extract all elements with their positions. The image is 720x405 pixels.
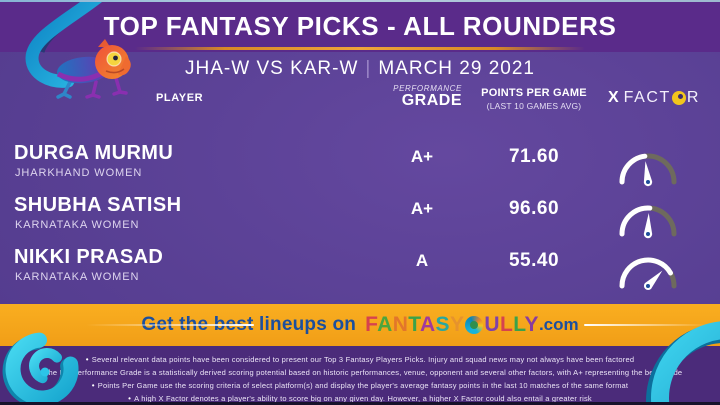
bottom-edge-strip xyxy=(0,402,720,405)
xfactor-gauge-icon xyxy=(613,246,683,292)
table-header: PLAYER PERFORMANCE GRADE POINTS PER GAME… xyxy=(0,84,720,118)
title-banner: TOP FANTASY PICKS - ALL ROUNDERS xyxy=(0,0,720,52)
brand-letter: Y xyxy=(449,313,465,336)
points-per-game-value: 55.40 xyxy=(508,250,560,271)
xfactor-x-label: X xyxy=(607,89,619,106)
bullet-icon: • xyxy=(91,381,95,390)
brand-letter: F xyxy=(365,313,378,336)
xfactor-r-label: R xyxy=(686,89,701,106)
brand-letter: T xyxy=(408,313,420,336)
top-edge-strip xyxy=(0,0,720,2)
points-per-game-value: 96.60 xyxy=(508,198,560,219)
points-per-game-value: 71.60 xyxy=(508,146,560,167)
fantasy-wordmark: FANTASY xyxy=(365,313,464,337)
xfactor-o-icon xyxy=(671,91,686,105)
footnote-text: Several relevant data points have been c… xyxy=(91,355,635,364)
player-team: KARNATAKA WOMEN xyxy=(15,271,140,283)
brand-letter: L xyxy=(499,313,514,336)
player-team: KARNATAKA WOMEN xyxy=(15,219,140,231)
player-name: DURGA MURMU xyxy=(14,142,174,164)
footnote: • A high X Factor denotes a player's abil… xyxy=(0,392,720,405)
brand-letter: U xyxy=(484,313,500,336)
footnote-text: A high X Factor denotes a player's abili… xyxy=(134,394,592,403)
bully-chameleon-icon xyxy=(465,316,484,334)
performance-grade-value: A xyxy=(415,251,429,270)
player-name: NIKKI PRASAD xyxy=(14,246,164,268)
player-team: JHARKHAND WOMEN xyxy=(15,167,143,179)
player-row: SHUBHA SATISH KARNATAKA WOMEN A+ 96.60 xyxy=(0,192,720,244)
promo-domain-suffix: .com xyxy=(538,315,579,334)
subtitle-separator: | xyxy=(365,58,372,79)
footnote: • The FG Performance Grade is a statistic… xyxy=(0,366,720,379)
footnote-text: Points Per Game use the scoring criteria… xyxy=(97,381,629,390)
performance-label: PERFORMANCE xyxy=(393,84,462,93)
brand-letter: A xyxy=(377,313,393,336)
title-underline xyxy=(135,47,585,50)
footnote: • Several relevant data points have been … xyxy=(0,353,720,366)
promo-banner: Get the best lineups on FANTASY ULLY .co… xyxy=(0,304,720,346)
page-title: TOP FANTASY PICKS - ALL ROUNDERS xyxy=(103,11,617,41)
brand-letter: A xyxy=(419,313,436,336)
xfactor-gauge-icon xyxy=(613,142,683,188)
performance-grade-value: A+ xyxy=(410,147,434,166)
match-date: MARCH 29 2021 xyxy=(378,58,535,79)
footnote-text: The FG Performance Grade is a statistica… xyxy=(43,368,683,377)
player-row: DURGA MURMU JHARKHAND WOMEN A+ 71.60 xyxy=(0,140,720,192)
footnote: • Points Per Game use the scoring criteri… xyxy=(0,379,720,392)
teams-label: JHA-W VS KAR-W xyxy=(185,58,359,79)
brand-letter: Y xyxy=(524,313,539,336)
bullet-icon: • xyxy=(128,394,132,403)
brand-letter: L xyxy=(513,313,525,336)
disclaimer-footer: • Several relevant data points have been … xyxy=(0,346,720,405)
points-label: POINTS PER GAME xyxy=(481,87,587,99)
bullet-icon: • xyxy=(37,368,41,377)
performance-grade-value: A+ xyxy=(410,199,434,218)
points-sublabel: (LAST 10 GAMES AVG) xyxy=(486,101,582,111)
player-row: NIKKI PRASAD KARNATAKA WOMEN A 55.40 xyxy=(0,244,720,296)
bully-wordmark: ULLY xyxy=(484,313,539,337)
bullet-icon: • xyxy=(85,355,89,364)
promo-left-line xyxy=(86,324,254,326)
xfactor-column-header: X FACT R xyxy=(602,89,706,107)
brand-letter: S xyxy=(435,313,450,336)
promo-right-line xyxy=(584,324,708,326)
match-subtitle: JHA-W VS KAR-W | MARCH 29 2021 xyxy=(0,58,720,80)
xfactor-gauge-icon xyxy=(613,194,683,240)
grade-column-header: PERFORMANCE GRADE xyxy=(368,84,476,109)
player-name: SHUBHA SATISH xyxy=(14,194,182,216)
player-column-header: PLAYER xyxy=(156,92,204,104)
grade-label: GRADE xyxy=(401,92,462,109)
points-column-header: POINTS PER GAME (LAST 10 GAMES AVG) xyxy=(478,87,590,111)
brand-letter: N xyxy=(392,313,409,336)
xfactor-fact-label: FACT xyxy=(623,89,671,106)
